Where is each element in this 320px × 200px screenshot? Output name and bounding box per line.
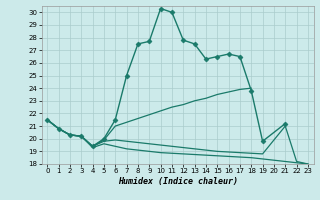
X-axis label: Humidex (Indice chaleur): Humidex (Indice chaleur): [118, 177, 237, 186]
